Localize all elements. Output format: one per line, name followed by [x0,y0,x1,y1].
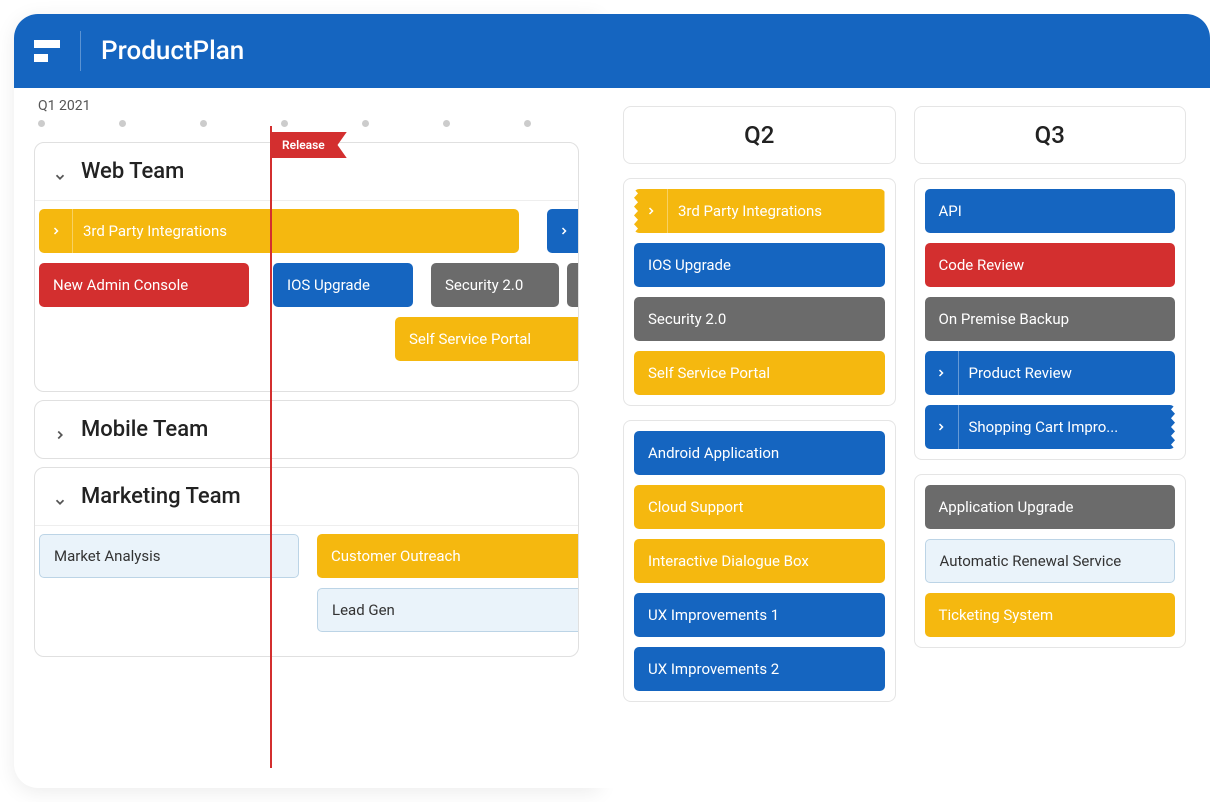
lane-body-marketing: Market Analysis Customer Outreach Lead G… [35,526,578,656]
card-ux1[interactable]: UX Improvements 1 [634,593,885,637]
card-group-q3-web: API Code Review On Premise Backup Produc… [914,178,1187,460]
card-label: Android Application [648,444,779,462]
chevron-right-icon [53,423,67,437]
timeline-dot [524,120,531,127]
bar-lead-gen[interactable]: Lead Gen [317,588,579,632]
bar-ios-upgrade[interactable]: IOS Upgrade [273,263,413,307]
card-group-q2-web: 3rd Party Integrations IOS Upgrade Secur… [623,178,896,406]
bar-3rd-party[interactable]: 3rd Party Integrations [39,209,519,253]
column-q2: Q2 3rd Party Integrations IOS Upgrade Se… [623,106,896,788]
chevron-down-icon [53,165,67,179]
card-label: Ticketing System [939,606,1054,624]
board-columns: Q2 3rd Party Integrations IOS Upgrade Se… [599,88,1210,788]
column-header-q2: Q2 [623,106,896,164]
timeline-dots [38,120,531,127]
card-label: Application Upgrade [939,498,1074,516]
card-android[interactable]: Android Application [634,431,885,475]
card-label: On Premise Backup [939,310,1070,328]
card-label: IOS Upgrade [648,256,731,274]
release-marker-line [270,126,272,768]
bar-market-analysis[interactable]: Market Analysis [39,534,299,578]
column-q3: Q3 API Code Review On Premise Backup [914,106,1187,788]
card-shopping-cart[interactable]: Shopping Cart Impro... [925,405,1176,449]
chevron-right-icon[interactable] [39,209,73,253]
card-ios-upgrade[interactable]: IOS Upgrade [634,243,885,287]
card-label: UX Improvements 2 [648,660,779,678]
lane-title: Mobile Team [81,417,208,442]
card-label: Security 2.0 [648,310,726,328]
card-renewal[interactable]: Automatic Renewal Service [925,539,1176,583]
card-label: Interactive Dialogue Box [648,552,809,570]
header-divider [80,31,81,71]
bar-admin-console[interactable]: New Admin Console [39,263,249,307]
card-label: Shopping Cart Impro... [969,418,1119,436]
card-backup[interactable]: On Premise Backup [925,297,1176,341]
timeline-header: Q1 2021 [14,88,599,134]
header-bar-right [599,14,1210,88]
chevron-right-icon[interactable] [547,209,579,253]
bar-label: 3rd Party Integrations [83,222,227,240]
lane-header-marketing[interactable]: Marketing Team [35,468,578,526]
card-label: Self Service Portal [648,364,770,382]
card-label: Product Review [969,364,1072,382]
timeline-dot [281,120,288,127]
chevron-down-icon [53,490,67,504]
card-api[interactable]: API [925,189,1176,233]
card-label: API [939,202,962,220]
bar-next-blue[interactable] [547,209,579,253]
lane-title: Web Team [81,159,184,184]
card-label: Automatic Renewal Service [940,552,1122,570]
timeline-quarter-label: Q1 2021 [38,98,90,114]
header-bar: ProductPlan [14,14,599,88]
card-dialogue[interactable]: Interactive Dialogue Box [634,539,885,583]
lane-web-team: Web Team 3rd Party Integrations New Admi… [34,142,579,392]
lane-body-web: 3rd Party Integrations New Admin Console… [35,201,578,391]
timeline-dot [443,120,450,127]
bar-self-service[interactable]: Self Service Portal [395,317,579,361]
card-group-q2-mobile: Android Application Cloud Support Intera… [623,420,896,702]
bar-onprem[interactable]: On [567,263,579,307]
card-code-review[interactable]: Code Review [925,243,1176,287]
bar-label: Security 2.0 [445,276,523,294]
card-3rd-party[interactable]: 3rd Party Integrations [634,189,885,233]
card-label: Code Review [939,256,1025,274]
bar-security[interactable]: Security 2.0 [431,263,559,307]
board-panel: Q2 3rd Party Integrations IOS Upgrade Se… [599,14,1210,788]
app-root: ProductPlan Q1 2021 Release Web Team [0,0,1224,802]
timeline-dot [362,120,369,127]
card-product-review[interactable]: Product Review [925,351,1176,395]
timeline-dot [119,120,126,127]
logo-icon [34,40,60,62]
bar-label: New Admin Console [53,276,188,294]
release-tag[interactable]: Release [270,132,347,158]
bar-label: Self Service Portal [409,330,531,348]
card-label: 3rd Party Integrations [678,202,822,220]
chevron-right-icon[interactable] [925,351,959,395]
card-label: UX Improvements 1 [648,606,779,624]
lane-title: Marketing Team [81,484,241,509]
card-ux2[interactable]: UX Improvements 2 [634,647,885,691]
app-title: ProductPlan [101,36,244,66]
lane-header-mobile[interactable]: Mobile Team [34,400,579,459]
bar-label: Lead Gen [332,601,395,619]
chevron-right-icon[interactable] [925,405,959,449]
column-header-q3: Q3 [914,106,1187,164]
chevron-right-icon[interactable] [634,189,668,233]
timeline-dot [200,120,207,127]
bar-customer-outreach[interactable]: Customer Outreach [317,534,579,578]
card-self-service[interactable]: Self Service Portal [634,351,885,395]
bar-label: IOS Upgrade [287,276,370,294]
bar-label: Customer Outreach [331,547,461,565]
card-security[interactable]: Security 2.0 [634,297,885,341]
card-group-q3-mobile: Application Upgrade Automatic Renewal Se… [914,474,1187,648]
card-ticketing[interactable]: Ticketing System [925,593,1176,637]
lane-marketing-team: Marketing Team Market Analysis Customer … [34,467,579,657]
roadmap-panel: ProductPlan Q1 2021 Release Web Team [14,14,599,788]
card-cloud[interactable]: Cloud Support [634,485,885,529]
timeline-dot [38,120,45,127]
card-label: Cloud Support [648,498,743,516]
card-app-upgrade[interactable]: Application Upgrade [925,485,1176,529]
bar-label: Market Analysis [54,547,160,565]
